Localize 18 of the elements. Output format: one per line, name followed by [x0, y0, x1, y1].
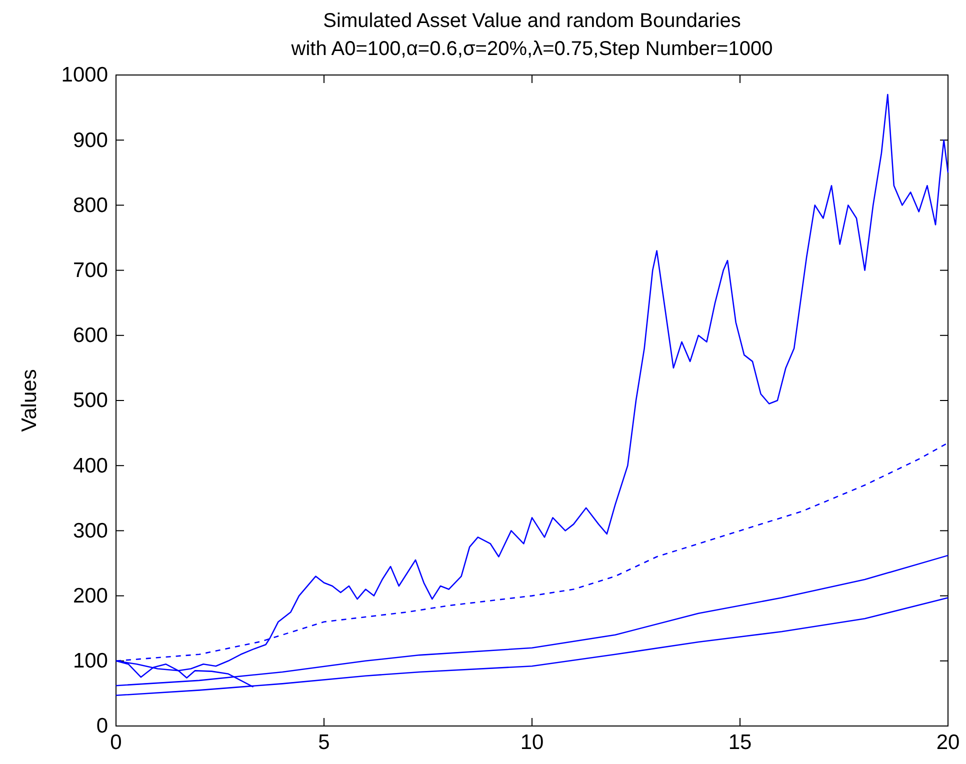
y-axis-title: Values — [18, 369, 41, 432]
chart-subtitle: with A0=100,α=0.6,σ=20%,λ=0.75,Step Number=1000 — [290, 38, 773, 60]
y-tick-label: 1000 — [61, 64, 108, 87]
y-tick-label: 100 — [72, 650, 108, 673]
y-tick-label: 700 — [72, 259, 108, 282]
x-tick-label: 5 — [318, 730, 330, 754]
y-tick-label: 200 — [72, 584, 108, 608]
y-tick-label: 900 — [72, 128, 108, 152]
x-tick-label: 15 — [728, 730, 752, 754]
chart-title: Simulated Asset Value and random Boundaries — [323, 10, 741, 32]
y-tick-label: 400 — [72, 454, 108, 478]
y-tick-label: 800 — [72, 194, 108, 217]
x-tick-label: 20 — [936, 730, 960, 754]
x-tick-label: 10 — [520, 730, 544, 754]
y-tick-label: 600 — [72, 324, 108, 348]
y-tick-label: 0 — [96, 714, 108, 738]
y-tick-label: 500 — [72, 389, 108, 412]
y-tick-label: 300 — [72, 519, 108, 542]
